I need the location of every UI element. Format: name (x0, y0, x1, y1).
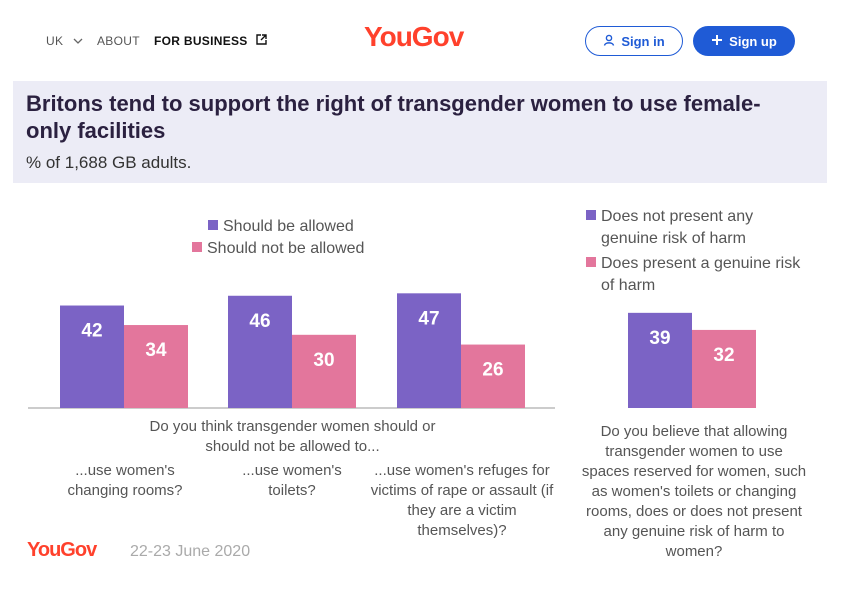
category-label: ...use women's refuges for victims of ra… (370, 462, 554, 539)
category-label: ...use women's changing rooms? (67, 462, 183, 499)
bar (397, 293, 461, 408)
external-link-icon (256, 34, 267, 48)
chart-subtitle: % of 1,688 GB adults. (26, 153, 192, 172)
legend-right: Does not present any genuine risk of har… (586, 206, 806, 297)
bar-value-label: 30 (313, 350, 334, 371)
bar-value-label: 42 (81, 321, 102, 342)
bar (292, 334, 356, 408)
legend-item: Should be allowed (208, 216, 364, 238)
legend-swatch (208, 220, 218, 230)
legend-left: Should be allowed Should not be allowed (192, 216, 364, 260)
legend-label: Should be allowed (223, 218, 354, 235)
user-icon (603, 34, 615, 49)
about-link[interactable]: ABOUT (97, 34, 140, 48)
legend-swatch (192, 242, 202, 252)
legend-swatch (586, 210, 596, 220)
sign-in-label: Sign in (621, 33, 665, 49)
legend-item: Does not present any genuine risk of har… (586, 206, 806, 250)
legend-label: Does not present any genuine risk of har… (601, 208, 754, 247)
bar-value-label: 46 (249, 311, 270, 332)
bar (228, 295, 292, 408)
bar-value-label: 39 (649, 328, 670, 349)
chart-header (13, 81, 827, 183)
plus-icon (711, 34, 723, 49)
chart-title: Britons tend to support the right of tra… (26, 91, 761, 143)
legend-swatch (586, 257, 596, 267)
bar (461, 344, 525, 408)
top-navigation: UK ABOUT FOR BUSINESS YouGov Sign in Sig… (0, 0, 841, 80)
bar-value-label: 26 (482, 360, 503, 381)
bar-value-label: 32 (713, 345, 734, 366)
legend-label: Should not be allowed (207, 240, 365, 257)
bar-value-label: 34 (145, 340, 167, 361)
sign-up-button[interactable]: Sign up (693, 26, 795, 56)
bar-value-label: 47 (418, 308, 439, 329)
category-label: ...use women's toilets? (242, 462, 342, 499)
question-left: Do you think transgender women should or… (149, 418, 436, 455)
for-business-link[interactable]: FOR BUSINESS (154, 34, 267, 48)
bar (124, 325, 188, 408)
footer-logo: YouGov (27, 539, 97, 561)
bar (628, 312, 692, 408)
yougov-logo[interactable]: YouGov (364, 21, 464, 52)
for-business-label: FOR BUSINESS (154, 34, 248, 48)
question-right: Do you believe that allowing transgender… (581, 423, 807, 560)
chevron-down-icon (73, 34, 83, 48)
sign-in-button[interactable]: Sign in (585, 26, 683, 56)
legend-item: Should not be allowed (192, 238, 364, 260)
region-label: UK (46, 34, 64, 48)
legend-label: Does present a genuine risk of harm (601, 255, 801, 294)
fieldwork-date: 22-23 June 2020 (130, 543, 251, 560)
sign-up-label: Sign up (729, 33, 777, 49)
legend-item: Does present a genuine risk of harm (586, 253, 806, 297)
bar (692, 329, 756, 408)
bar (60, 305, 124, 408)
region-selector[interactable]: UK (46, 34, 83, 48)
